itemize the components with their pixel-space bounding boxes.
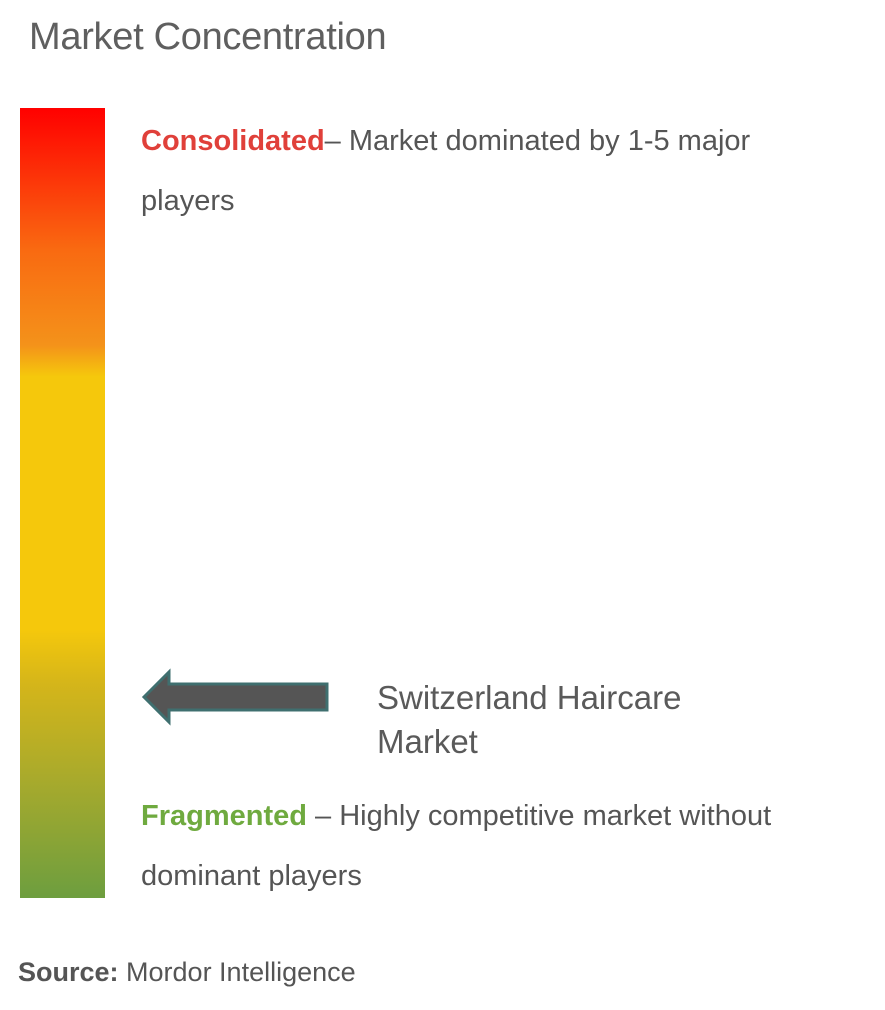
fragmented-text: – Highly competitive market without domi… <box>141 800 772 892</box>
page-title: Market Concentration <box>29 16 387 58</box>
source-attribution: Source: Mordor Intelligence <box>18 957 356 988</box>
market-label-line1: Switzerland Haircare <box>377 679 682 716</box>
market-label-line2: Market <box>377 723 478 760</box>
source-label: Source: <box>18 957 119 987</box>
consolidated-keyword: Consolidated <box>141 125 325 157</box>
fragmented-keyword: Fragmented <box>141 800 307 832</box>
consolidated-description: Consolidated– Market dominated by 1-5 ma… <box>141 111 841 231</box>
source-value: Mordor Intelligence <box>118 957 356 987</box>
market-label: Switzerland Haircare Market <box>377 676 757 764</box>
left-arrow-icon <box>141 668 329 726</box>
fragmented-description: Fragmented – Highly competitive market w… <box>141 786 861 906</box>
consolidated-text: – Market dominated by 1-5 major players <box>141 125 751 217</box>
concentration-gradient-bar <box>20 108 105 898</box>
